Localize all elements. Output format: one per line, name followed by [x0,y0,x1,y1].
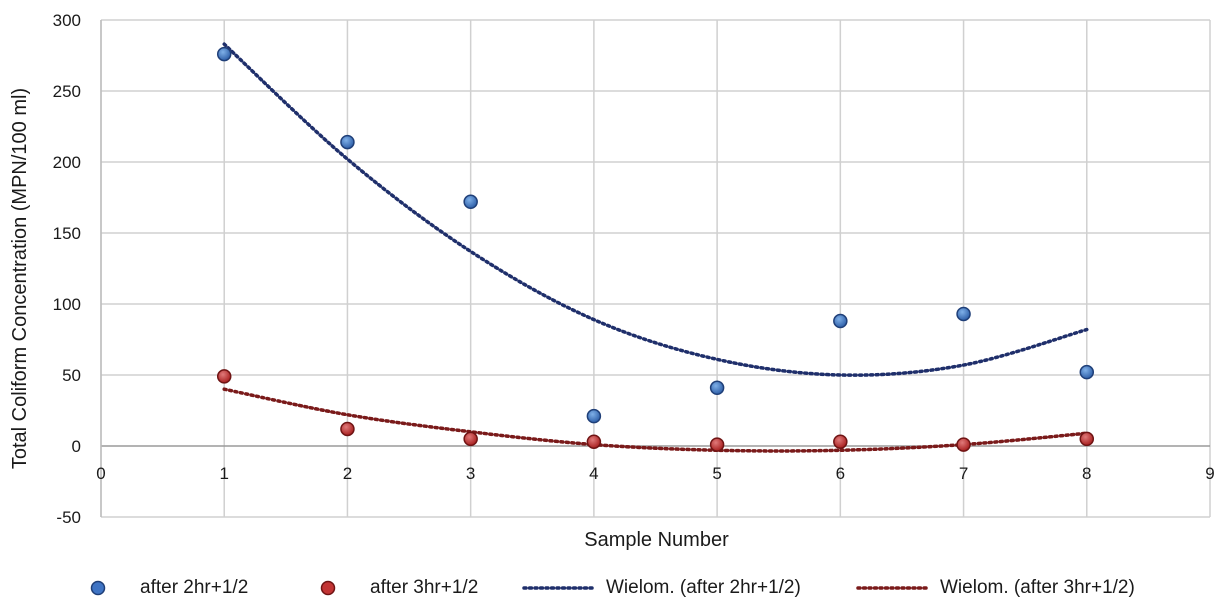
x-tick-label: 1 [219,464,228,483]
legend-line-trend-1 [522,586,596,590]
trendline-series-3 [222,387,1089,453]
data-point-series-2 [340,421,355,437]
x-tick-label: 6 [836,464,845,483]
tick-labels: 0 1 2 3 4 5 6 7 8 9 -50 0 50 100 150 200 250 300 [53,11,1215,527]
data-point-series-2 [709,437,725,452]
legend-label-series-2: after 3hr+1/2 [370,577,479,598]
y-tick-label: 200 [53,153,81,172]
trendline-series-2 [222,42,1089,377]
data-point-series-1 [956,306,971,322]
x-axis-title: Sample Number [584,529,729,551]
legend-marker-series-1 [90,580,106,596]
legend-item-series-1: after 2hr+1/2 [88,574,248,602]
x-tick-label: 9 [1205,464,1214,483]
legend-label-trend-1: Wielom. (after 2hr+1/2) [606,577,801,598]
legend-item-trend-1: Wielom. (after 2hr+1/2) [522,574,801,602]
trendlines [222,42,1089,453]
data-point-series-2 [463,431,478,447]
legend-item-trend-2: Wielom. (after 3hr+1/2) [856,574,1135,602]
x-tick-label: 8 [1082,464,1091,483]
x-tick-label: 5 [712,464,721,483]
data-point-series-1 [216,46,232,62]
legend-label-trend-2: Wielom. (after 3hr+1/2) [940,577,1135,598]
data-point-series-2 [1079,431,1095,447]
data-point-series-2 [833,434,848,449]
y-tick-label: 100 [53,295,81,314]
data-point-series-1 [709,380,725,396]
legend-line-trend-2 [856,586,930,590]
data-point-series-1 [833,313,848,329]
y-tick-label: 250 [53,82,81,101]
legend-marker-series-2 [320,580,336,596]
y-tick-label: 0 [72,437,81,456]
data-point-series-2 [956,437,971,452]
data-points [216,46,1095,452]
y-tick-label: 300 [53,11,81,30]
grid-lines [100,19,1211,518]
data-point-series-1 [463,194,478,210]
legend-item-series-2: after 3hr+1/2 [318,574,478,602]
data-point-series-2 [216,369,232,384]
data-point-series-1 [1079,364,1095,380]
y-axis-title: Total Coliform Concentration (MPN/100 ml… [9,88,31,469]
chart-legend: after 2hr+1/2 after 3hr+1/2 Wielom. (aft… [0,574,1218,602]
y-tick-label: 150 [53,224,81,243]
data-point-series-2 [586,434,602,449]
data-point-series-1 [340,134,355,150]
chart-plot-area: 0 1 2 3 4 5 6 7 8 9 -50 0 50 100 150 200 250 300 Sample N… [9,11,1215,551]
y-tick-label: -50 [56,508,81,527]
x-tick-label: 3 [466,464,475,483]
x-tick-label: 4 [589,464,598,483]
x-tick-label: 0 [96,464,105,483]
y-tick-label: 50 [62,366,81,385]
x-tick-label: 2 [343,464,352,483]
data-point-series-1 [586,408,602,424]
legend-label-series-1: after 2hr+1/2 [140,577,249,598]
x-tick-label: 7 [959,464,968,483]
